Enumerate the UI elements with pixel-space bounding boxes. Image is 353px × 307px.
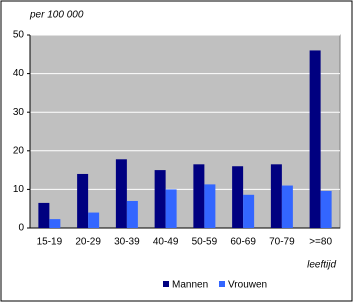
- bar: [38, 202, 50, 228]
- plot-area: [29, 34, 341, 229]
- bar: [126, 200, 138, 228]
- y-tick-label: 0: [18, 223, 24, 234]
- x-tick-label: 30-39: [114, 237, 140, 248]
- bar: [88, 212, 100, 228]
- y-tick-label: 30: [13, 107, 25, 118]
- bar: [165, 189, 177, 228]
- y-tick-label: 40: [13, 68, 25, 79]
- x-axis-label: leeftijd: [307, 260, 336, 271]
- y-tick-label: 10: [13, 184, 25, 195]
- bar: [232, 166, 244, 228]
- x-tick-label: 50-59: [192, 237, 218, 248]
- x-tick-label: 70-79: [269, 237, 295, 248]
- bar: [193, 164, 205, 228]
- x-tick-label: 40-49: [153, 237, 179, 248]
- y-tick-label: 20: [13, 145, 25, 156]
- legend-swatch: [219, 281, 225, 287]
- bar: [115, 159, 127, 228]
- y-tick-label: 50: [13, 30, 25, 41]
- bar: [154, 170, 166, 228]
- x-tick-label: 15-19: [37, 237, 63, 248]
- x-tick-label: 60-69: [230, 237, 256, 248]
- bar: [49, 219, 61, 228]
- x-tick-label: >=80: [309, 237, 332, 248]
- bar: [243, 194, 255, 228]
- legend-label: Mannen: [172, 280, 208, 291]
- bar: [204, 184, 216, 228]
- bar: [77, 173, 89, 228]
- unit-label: per 100 000: [29, 10, 84, 21]
- bar: [270, 164, 282, 228]
- bar: [320, 190, 332, 228]
- bar: [309, 50, 321, 228]
- x-tick-label: 20-29: [75, 237, 101, 248]
- legend-label: Vrouwen: [228, 280, 267, 291]
- bar: [281, 185, 293, 228]
- legend-swatch: [163, 281, 169, 287]
